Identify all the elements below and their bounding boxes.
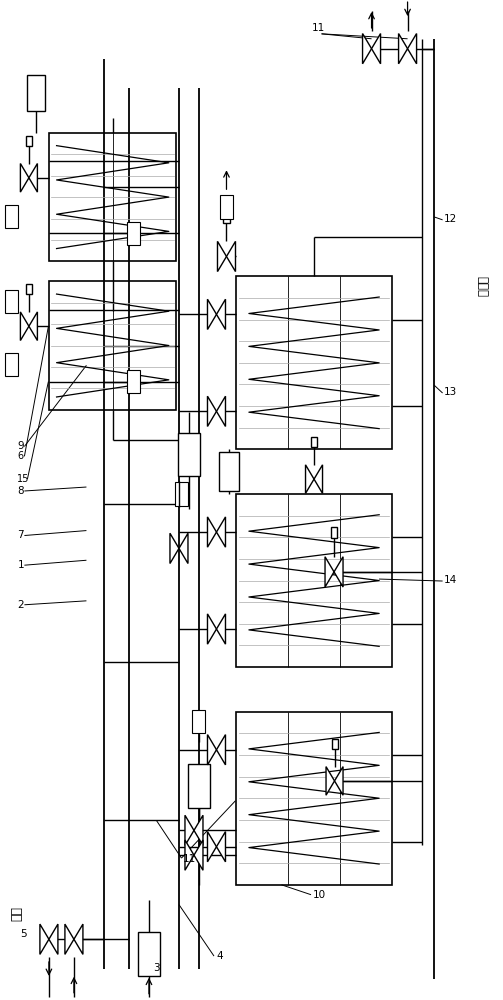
Polygon shape [314,465,322,493]
Text: 8: 8 [18,486,24,496]
Polygon shape [207,396,216,426]
Polygon shape [325,557,334,587]
Bar [175,482,188,506]
Bar [223,212,230,223]
Polygon shape [29,312,37,341]
Polygon shape [21,312,29,341]
Polygon shape [179,533,188,564]
Bar [236,712,391,885]
Polygon shape [194,840,203,870]
Text: 9: 9 [18,441,24,451]
Polygon shape [185,815,194,846]
Text: 4: 4 [216,951,223,961]
Polygon shape [216,614,225,644]
Text: 3: 3 [153,963,159,973]
Polygon shape [185,840,194,870]
Text: 10: 10 [313,890,326,900]
Polygon shape [305,465,314,493]
Text: 热水: 热水 [8,907,21,922]
Text: 14: 14 [444,575,457,585]
Polygon shape [216,517,225,547]
Polygon shape [21,164,29,192]
Polygon shape [170,533,179,564]
Polygon shape [398,34,407,64]
Polygon shape [207,832,216,862]
Text: 11: 11 [183,854,196,864]
Bar [188,764,210,808]
Bar [27,75,45,111]
Text: 冷卻水: 冷卻水 [475,276,488,297]
Text: 15: 15 [18,474,30,484]
Polygon shape [216,735,225,765]
Polygon shape [334,767,343,795]
Polygon shape [194,815,203,846]
Bar [5,205,18,228]
Polygon shape [207,299,216,329]
Polygon shape [40,924,49,954]
Bar [236,276,391,449]
Text: 7: 7 [18,530,24,540]
Text: 1: 1 [18,560,24,570]
Bar [26,284,32,294]
Polygon shape [363,34,372,64]
Bar [127,222,140,245]
Polygon shape [74,924,83,954]
Polygon shape [226,241,235,272]
Bar [236,494,391,667]
Polygon shape [216,832,225,862]
Polygon shape [407,34,416,64]
Bar [331,527,337,538]
Polygon shape [65,924,74,954]
Bar [219,452,239,491]
Polygon shape [216,299,225,329]
Bar [5,290,18,313]
Bar [311,437,317,447]
Polygon shape [326,767,334,795]
Text: 12: 12 [444,214,457,224]
Polygon shape [334,557,343,587]
Polygon shape [217,241,226,272]
Polygon shape [372,34,381,64]
Bar [193,710,206,733]
Polygon shape [29,164,37,192]
Bar [49,133,177,261]
Bar [138,932,160,976]
Polygon shape [49,924,58,954]
Text: 11: 11 [311,23,325,33]
Bar [178,433,200,476]
Polygon shape [207,614,216,644]
Text: 5: 5 [21,929,27,939]
Text: 13: 13 [444,387,457,397]
Bar [49,281,177,410]
Polygon shape [207,735,216,765]
Text: 2: 2 [18,600,24,610]
Text: 6: 6 [18,451,24,461]
Bar [220,195,233,219]
Bar [26,136,32,146]
Polygon shape [207,517,216,547]
Bar [5,353,18,376]
Bar [331,739,338,749]
Bar [127,370,140,393]
Polygon shape [216,396,225,426]
